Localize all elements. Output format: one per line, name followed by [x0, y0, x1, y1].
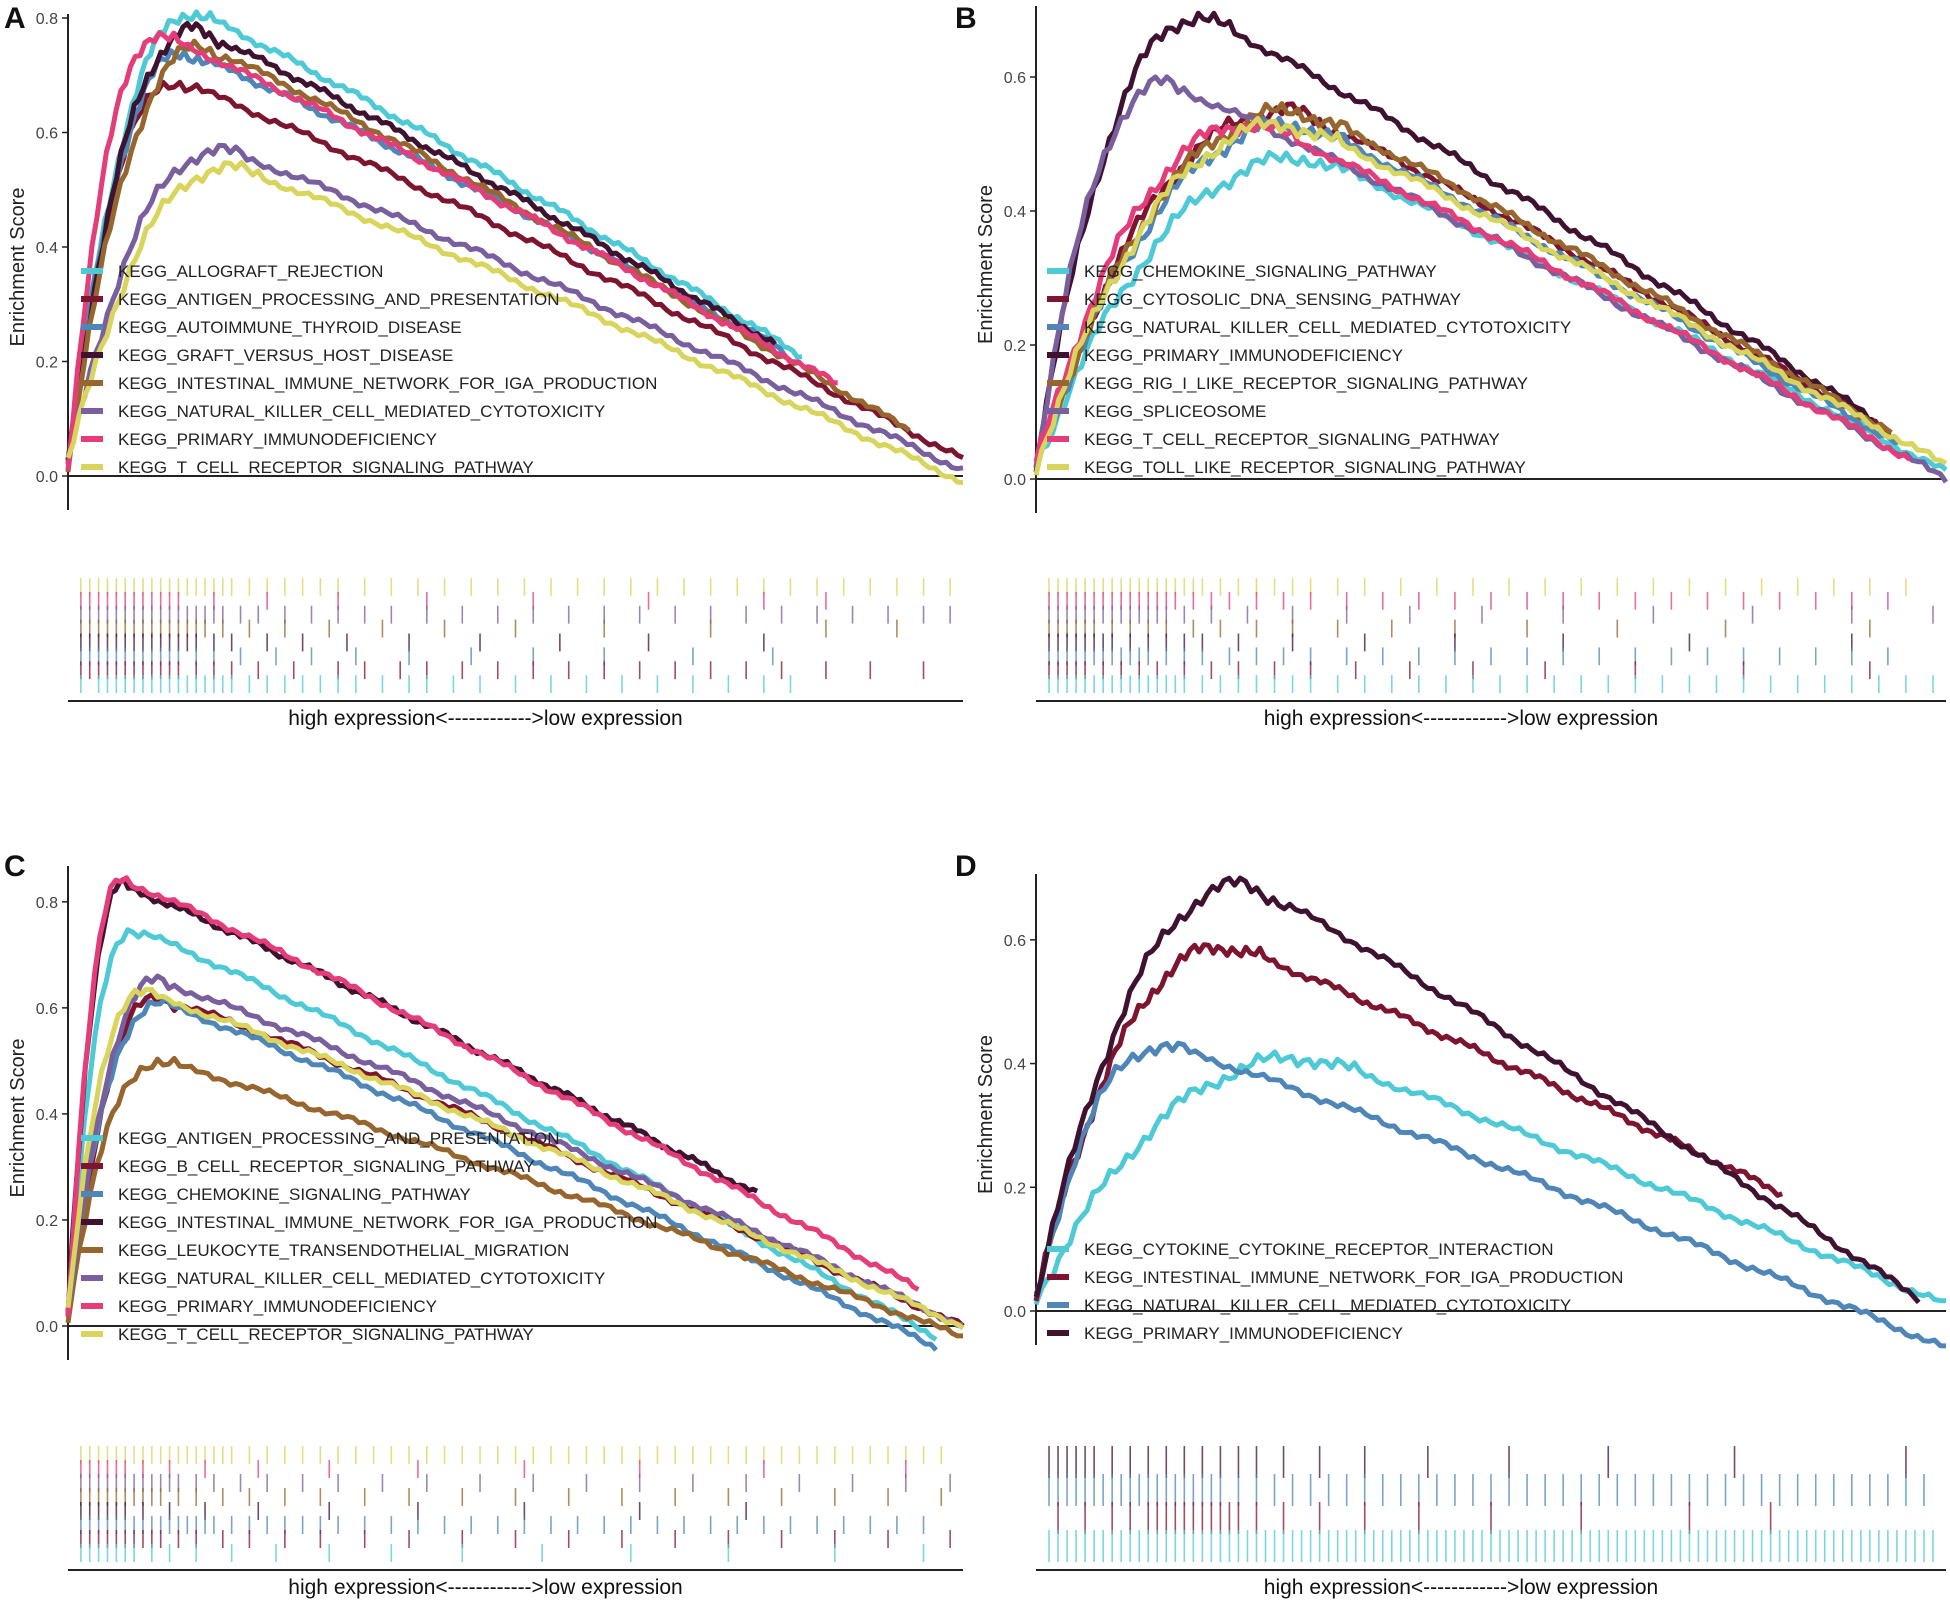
es-line-kegg-allograft-rejection [65, 9, 803, 465]
legend-label: KEGG_ANTIGEN_PROCESSING_AND_PRESENTATION [118, 1129, 559, 1148]
y-tick-label: 0.2 [36, 1213, 58, 1230]
es-line-kegg-primary-immunodeficiency [1033, 875, 1921, 1305]
es-line-kegg-intestinal-immune-network-for-iga-production [65, 38, 911, 473]
legend-label: KEGG_CYTOKINE_CYTOKINE_RECEPTOR_INTERACT… [1084, 1240, 1554, 1259]
legend-label: KEGG_SPLICEOSOME [1084, 402, 1266, 421]
y-tick-label: 0.2 [1004, 1180, 1026, 1197]
legend-label: KEGG_LEUKOCYTE_TRANSENDOTHELIAL_MIGRATIO… [118, 1241, 569, 1260]
panel-a: A 0.0 0.2 0.4 0.6 0.8 Enrichment Score KEGG_ALL… [4, 2, 964, 730]
panel-label: A [4, 2, 26, 35]
x-axis-caption: high expression<------------>low express… [1264, 1576, 1658, 1599]
x-axis-caption: high expression<------------>low express… [288, 707, 682, 730]
legend-label: KEGG_T_CELL_RECEPTOR_SIGNALING_PATHWAY [118, 458, 534, 477]
legend-label: KEGG_INTESTINAL_IMMUNE_NETWORK_FOR_IGA_P… [118, 374, 657, 393]
es-line-kegg-primary-immunodeficiency [65, 875, 920, 1317]
panel-label: D [955, 850, 977, 883]
y-tick-label: 0.4 [36, 240, 58, 257]
y-tick-label: 0.8 [36, 11, 58, 28]
x-axis-caption: high expression<------------>low express… [288, 1576, 682, 1599]
legend-label: KEGG_PRIMARY_IMMUNODEFICIENCY [1084, 346, 1403, 365]
es-line-kegg-antigen-processing-and-presentation [65, 927, 938, 1342]
y-axis-label: Enrichment Score [7, 188, 29, 347]
y-tick-label: 0.4 [36, 1107, 58, 1124]
y-tick-label: 0.6 [36, 126, 58, 143]
panel-d: D 0.0 0.2 0.4 0.6 Enrichment Score KEGG_CYTOKI… [955, 850, 1947, 1599]
es-line-kegg-chemokine-signaling-pathway [65, 995, 938, 1352]
y-tick-label: 0.0 [36, 469, 58, 486]
es-line-kegg-leukocyte-transendothelial-migration [65, 1055, 963, 1339]
legend-label: KEGG_INTESTINAL_IMMUNE_NETWORK_FOR_IGA_P… [1084, 1268, 1623, 1287]
es-line-kegg-natural-killer-cell-mediated-cytotoxicity [65, 142, 964, 472]
panel-label: B [955, 2, 977, 35]
es-line-kegg-primary-immunodeficiency [1033, 10, 1874, 468]
y-tick-label: 0.2 [1004, 338, 1026, 355]
y-tick-label: 0.4 [1004, 1057, 1026, 1074]
es-line-kegg-toll-like-receptor-signaling-pathway [1033, 115, 1948, 476]
legend-label: KEGG_NATURAL_KILLER_CELL_MEDIATED_CYTOTO… [1084, 318, 1571, 337]
legend-label: KEGG_NATURAL_KILLER_CELL_MEDIATED_CYTOTO… [118, 1269, 605, 1288]
es-line-kegg-chemokine-signaling-pathway [1033, 149, 1948, 472]
legend-label: KEGG_INTESTINAL_IMMUNE_NETWORK_FOR_IGA_P… [118, 1213, 657, 1232]
legend-label: KEGG_CHEMOKINE_SIGNALING_PATHWAY [118, 1185, 471, 1204]
panel-b: B 0.0 0.2 0.4 0.6 Enrichment Score KEGG_CHEMOK… [955, 2, 1949, 730]
legend-label: KEGG_TOLL_LIKE_RECEPTOR_SIGNALING_PATHWA… [1084, 458, 1526, 477]
es-line-kegg-rig-i-like-receptor-signaling-pathway [1034, 101, 1893, 458]
es-line-kegg-t-cell-receptor-signaling-pathway [1033, 118, 1912, 463]
es-line-kegg-primary-immunodeficiency [65, 30, 838, 471]
legend-label: KEGG_B_CELL_RECEPTOR_SIGNALING_PATHWAY [118, 1157, 535, 1176]
es-line-kegg-cytokine-cytokine-receptor-interaction [1033, 1049, 1947, 1306]
legend-label: KEGG_NATURAL_KILLER_CELL_MEDIATED_CYTOTO… [118, 402, 605, 421]
legend-label: KEGG_T_CELL_RECEPTOR_SIGNALING_PATHWAY [1084, 430, 1500, 449]
es-line-kegg-natural-killer-cell-mediated-cytotoxicity [1033, 1040, 1947, 1349]
y-tick-label: 0.2 [36, 355, 58, 372]
es-line-kegg-intestinal-immune-network-for-iga-production [1033, 942, 1784, 1302]
legend-label: KEGG_CYTOSOLIC_DNA_SENSING_PATHWAY [1084, 290, 1461, 309]
es-line-kegg-intestinal-immune-network-for-iga-production [65, 876, 759, 1317]
y-tick-label: 0.6 [1004, 70, 1026, 87]
legend-label: KEGG_PRIMARY_IMMUNODEFICIENCY [118, 430, 437, 449]
y-tick-label: 0.6 [1004, 933, 1026, 950]
y-tick-label: 0.0 [1004, 472, 1026, 489]
panel-label: C [4, 850, 26, 883]
es-line-kegg-t-cell-receptor-signaling-pathway [65, 986, 965, 1331]
legend-label: KEGG_PRIMARY_IMMUNODEFICIENCY [118, 1297, 437, 1316]
legend-label: KEGG_NATURAL_KILLER_CELL_MEDIATED_CYTOTO… [1084, 1296, 1571, 1315]
legend-label: KEGG_T_CELL_RECEPTOR_SIGNALING_PATHWAY [118, 1325, 534, 1344]
y-tick-label: 0.4 [1004, 204, 1026, 221]
es-line-kegg-t-cell-receptor-signaling-pathway [65, 160, 964, 486]
y-axis-label: Enrichment Score [975, 1035, 997, 1194]
y-axis-label: Enrichment Score [7, 1039, 29, 1198]
x-axis-caption: high expression<------------>low express… [1264, 707, 1658, 730]
es-line-kegg-graft-versus-host-disease [65, 21, 777, 461]
legend-label: KEGG_AUTOIMMUNE_THYROID_DISEASE [118, 318, 462, 337]
panel-c: C 0.0 0.2 0.4 0.6 0.8 Enrichment Score KEGG_ANT… [4, 850, 965, 1599]
y-tick-label: 0.6 [36, 1001, 58, 1018]
legend-label: KEGG_GRAFT_VERSUS_HOST_DISEASE [118, 346, 453, 365]
legend-label: KEGG_ANTIGEN_PROCESSING_AND_PRESENTATION [118, 290, 559, 309]
legend-label: KEGG_CHEMOKINE_SIGNALING_PATHWAY [1084, 262, 1437, 281]
y-tick-label: 0.0 [1004, 1304, 1026, 1321]
y-tick-label: 0.8 [36, 895, 58, 912]
y-tick-label: 0.0 [36, 1319, 58, 1336]
legend-label: KEGG_ALLOGRAFT_REJECTION [118, 262, 383, 281]
legend-label: KEGG_PRIMARY_IMMUNODEFICIENCY [1084, 1324, 1403, 1343]
es-line-kegg-antigen-processing-and-presentation [65, 79, 964, 460]
legend-label: KEGG_RIG_I_LIKE_RECEPTOR_SIGNALING_PATHW… [1084, 374, 1528, 393]
y-axis-label: Enrichment Score [975, 185, 997, 344]
